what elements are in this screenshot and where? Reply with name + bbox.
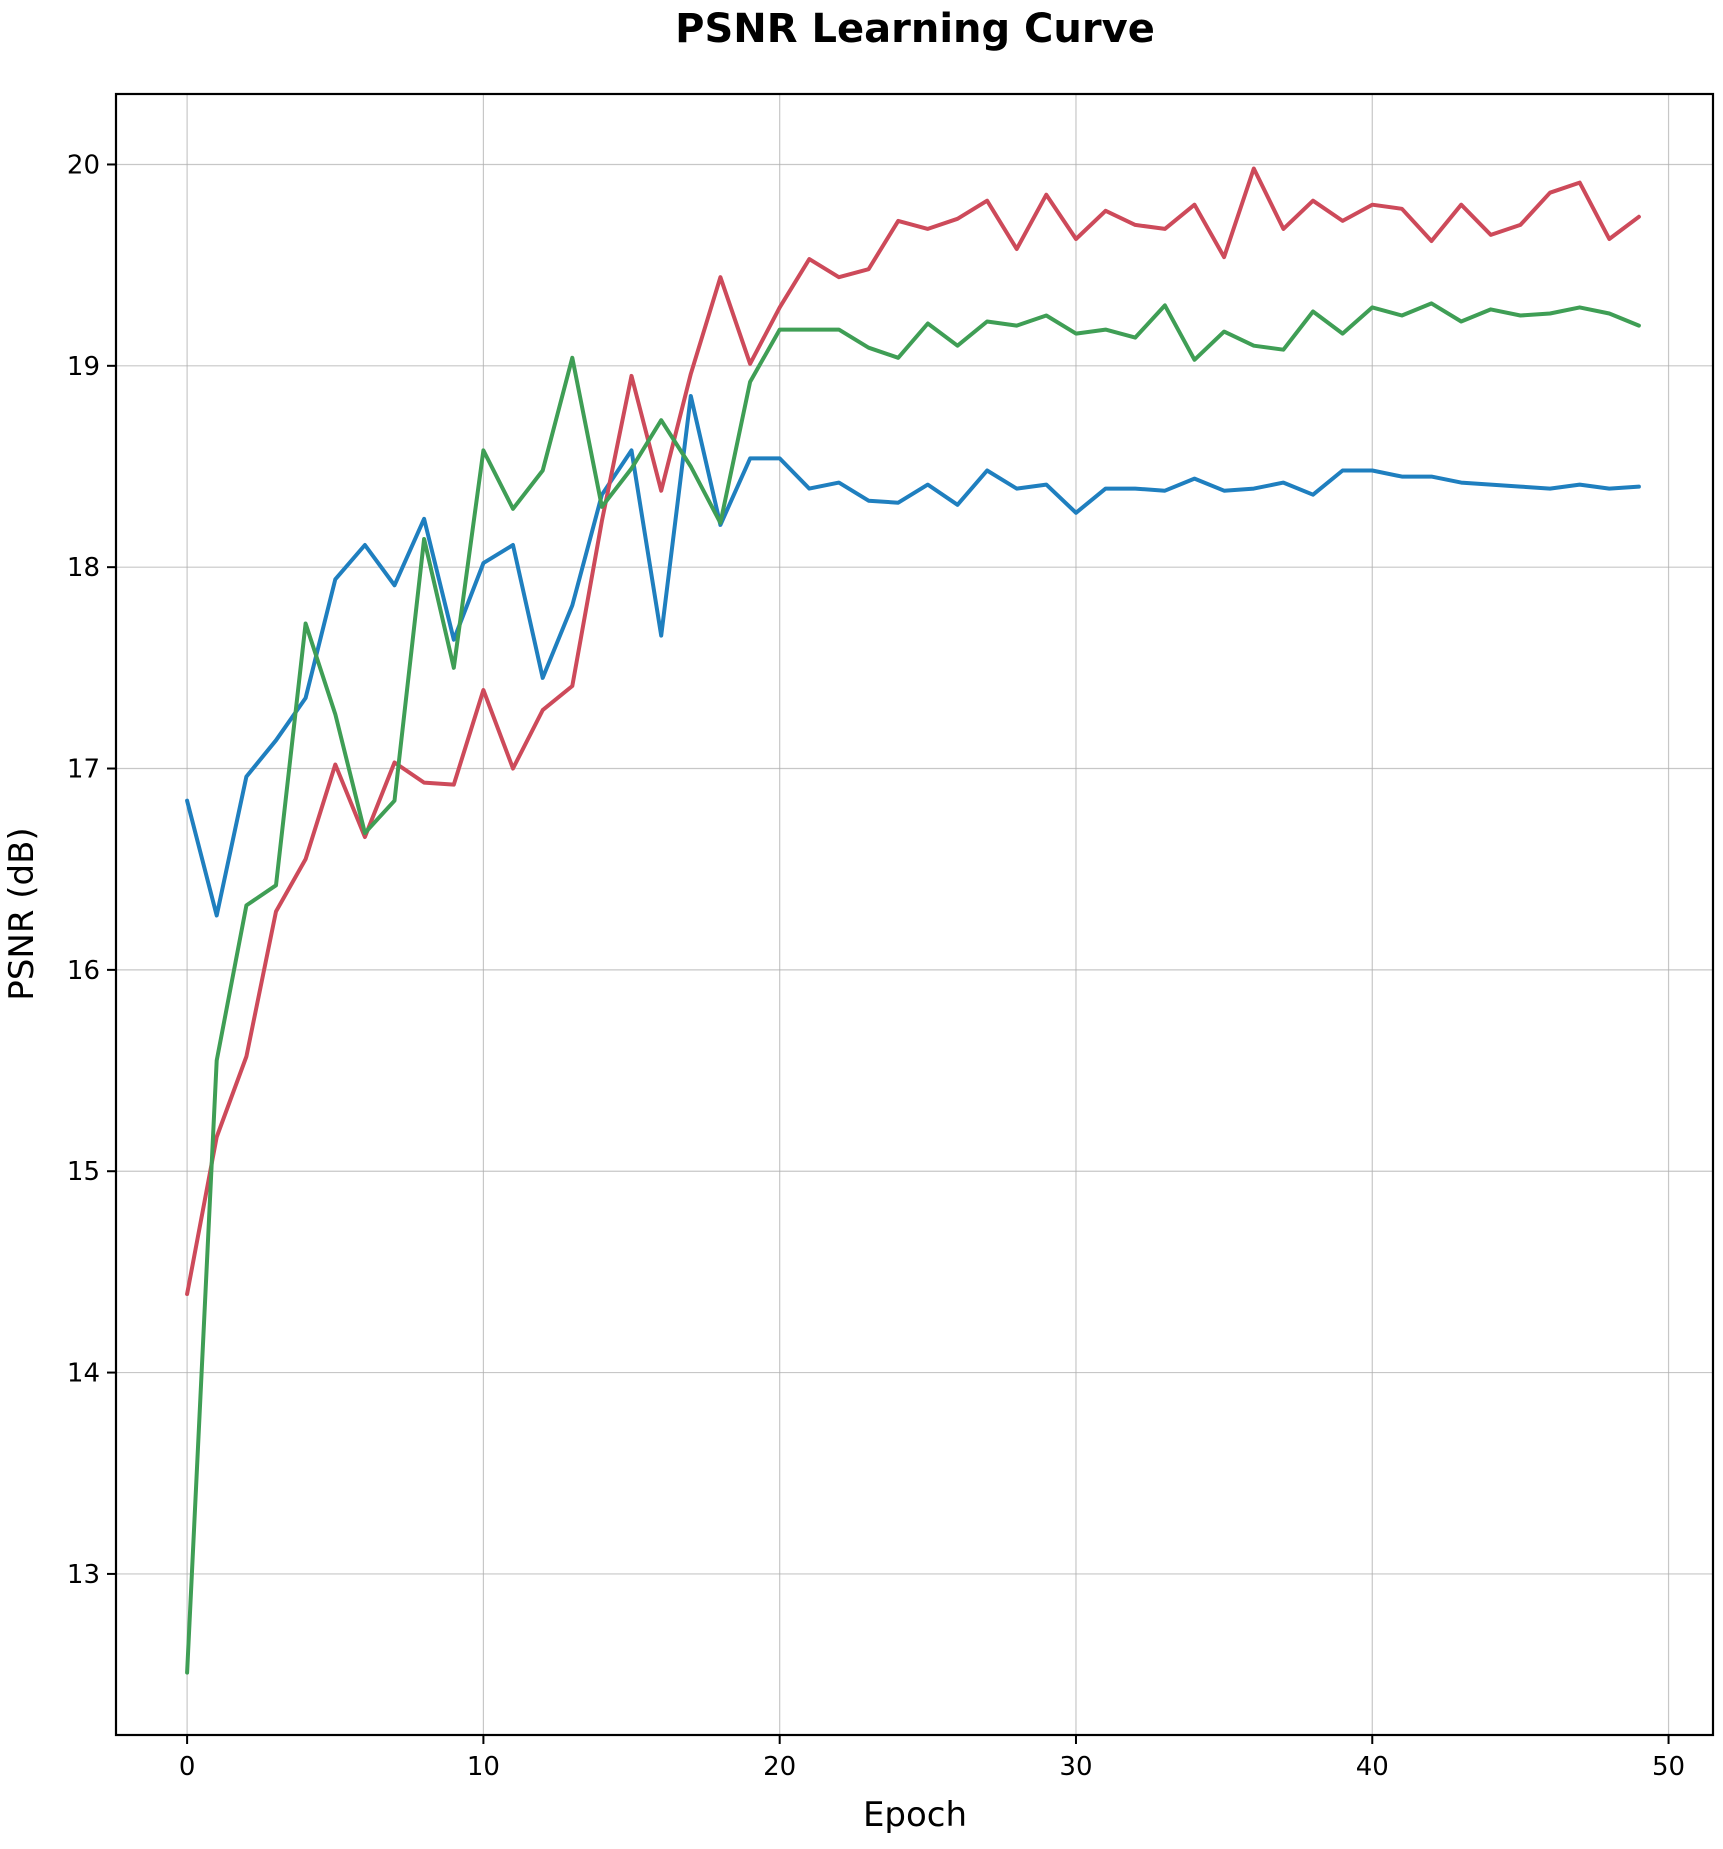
y-tick-label: 20 [67, 150, 100, 180]
y-tick-label: 13 [67, 1560, 100, 1590]
x-tick-label: 0 [179, 1752, 196, 1782]
y-tick-label: 15 [67, 1157, 100, 1187]
y-axis-label: PSNR (dB) [2, 827, 42, 1000]
chart-title: PSNR Learning Curve [675, 6, 1155, 52]
axis-ticks: 0 10 20 30 40 50 13 14 15 16 17 18 19 20 [67, 150, 1685, 1782]
x-tick-label: 20 [763, 1752, 796, 1782]
x-tick-label: 10 [467, 1752, 500, 1782]
y-tick-label: 14 [67, 1359, 100, 1389]
y-tick-label: 17 [67, 755, 100, 785]
x-tick-label: 40 [1356, 1752, 1389, 1782]
series-line-3 [185, 301, 1641, 1675]
x-tick-label: 30 [1059, 1752, 1092, 1782]
plot-frame [114, 92, 1715, 1737]
series-line-2 [185, 166, 1641, 1296]
y-tick-label: 16 [67, 956, 100, 986]
x-tick-label: 50 [1652, 1752, 1685, 1782]
series-line-1 [185, 394, 1641, 918]
y-tick-label: 18 [67, 553, 100, 583]
x-axis-label: Epoch [863, 1795, 967, 1835]
y-tick-label: 19 [67, 352, 100, 382]
series-lines [185, 166, 1641, 1675]
